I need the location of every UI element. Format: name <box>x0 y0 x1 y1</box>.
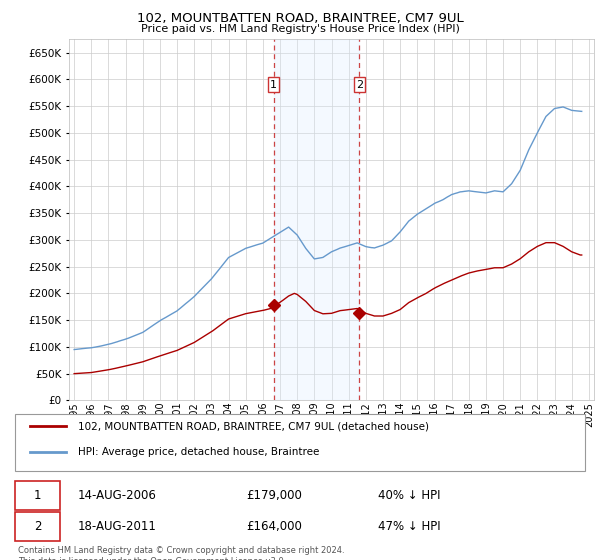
Text: 2: 2 <box>356 80 363 90</box>
Text: Contains HM Land Registry data © Crown copyright and database right 2024.
This d: Contains HM Land Registry data © Crown c… <box>18 546 344 560</box>
Text: £179,000: £179,000 <box>246 489 302 502</box>
Text: 40% ↓ HPI: 40% ↓ HPI <box>378 489 440 502</box>
Text: £164,000: £164,000 <box>246 520 302 533</box>
Text: 102, MOUNTBATTEN ROAD, BRAINTREE, CM7 9UL (detached house): 102, MOUNTBATTEN ROAD, BRAINTREE, CM7 9U… <box>78 421 429 431</box>
Text: HPI: Average price, detached house, Braintree: HPI: Average price, detached house, Brai… <box>78 447 319 457</box>
FancyBboxPatch shape <box>15 414 585 472</box>
Text: 2: 2 <box>34 520 41 533</box>
Text: Price paid vs. HM Land Registry's House Price Index (HPI): Price paid vs. HM Land Registry's House … <box>140 24 460 34</box>
Bar <box>274 39 359 400</box>
Text: 18-AUG-2011: 18-AUG-2011 <box>78 520 157 533</box>
Text: 1: 1 <box>270 80 277 90</box>
Text: 1: 1 <box>34 489 41 502</box>
FancyBboxPatch shape <box>15 512 60 541</box>
FancyBboxPatch shape <box>15 482 60 510</box>
Text: 102, MOUNTBATTEN ROAD, BRAINTREE, CM7 9UL: 102, MOUNTBATTEN ROAD, BRAINTREE, CM7 9U… <box>137 12 463 25</box>
Text: 14-AUG-2006: 14-AUG-2006 <box>78 489 157 502</box>
Text: 47% ↓ HPI: 47% ↓ HPI <box>378 520 440 533</box>
